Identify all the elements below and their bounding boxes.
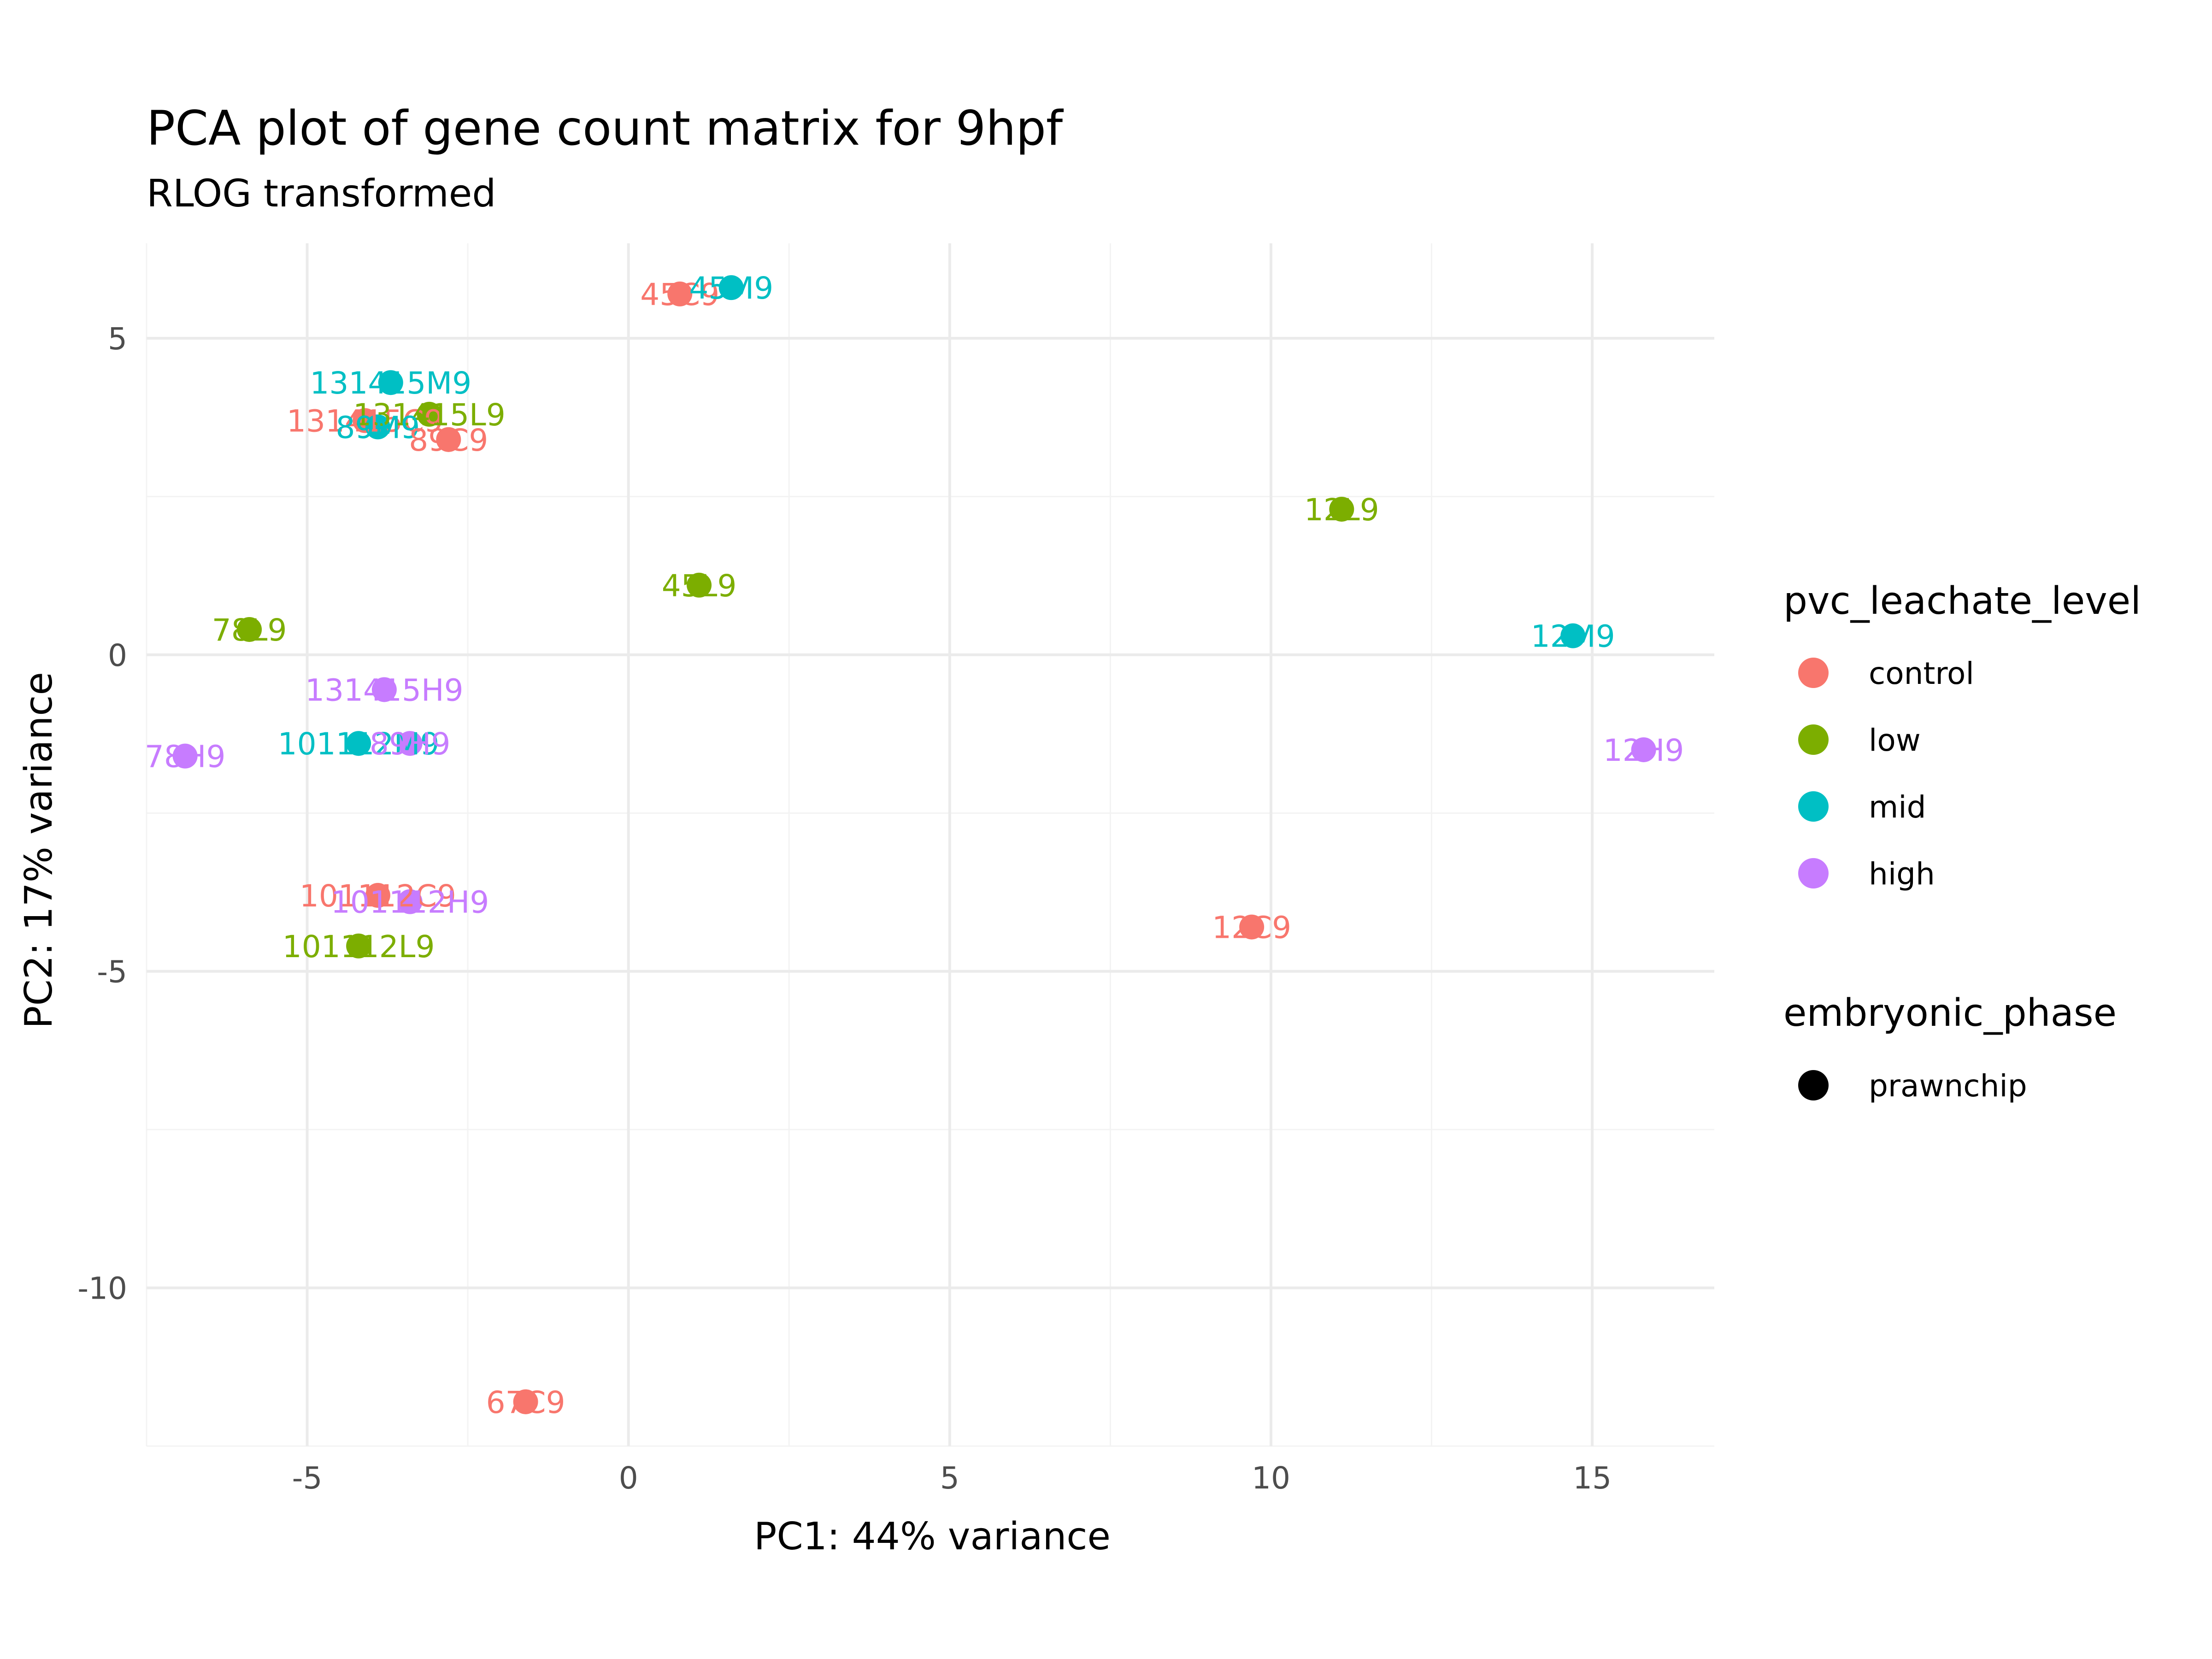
data-point-label: 101112L9: [282, 929, 435, 965]
y-tick-label: 0: [108, 638, 127, 673]
data-point-label: 45L9: [662, 568, 737, 604]
data-point: [513, 1389, 538, 1414]
data-point-label: 89C9: [409, 423, 488, 458]
x-tick-label: -5: [292, 1460, 323, 1496]
legend-color-label: high: [1869, 856, 1935, 892]
data-point-label: 131415L9: [353, 397, 506, 433]
data-point: [1329, 496, 1354, 522]
data-point-label: 101112M9: [278, 726, 440, 762]
data-points: [172, 275, 1656, 1414]
legend-color-key: [1798, 791, 1829, 822]
data-point-label: 12H9: [1603, 733, 1684, 768]
legend-color-key: [1798, 658, 1829, 688]
legend: pvc_leachate_level control low mid high emb…: [1783, 579, 2141, 1104]
legend-shape-title: embryonic_phase: [1783, 991, 2117, 1035]
y-axis-title: PC2: 17% variance: [17, 672, 61, 1029]
chart-subtitle: RLOG transformed: [147, 172, 496, 216]
data-point-label: 78H9: [145, 739, 226, 775]
data-point: [397, 889, 423, 914]
data-point: [346, 933, 371, 959]
legend-color-key: [1798, 858, 1829, 888]
data-point: [172, 743, 198, 769]
x-tick-label: 15: [1573, 1460, 1612, 1496]
legend-shape-label: prawnchip: [1869, 1068, 2027, 1104]
y-tick-label: -10: [77, 1271, 127, 1306]
y-axis-ticks: -10 -5 0 5: [77, 321, 127, 1306]
data-point-label: 12C9: [1212, 910, 1291, 946]
data-point-label: 45M9: [689, 271, 773, 306]
data-point: [346, 731, 371, 756]
x-tick-label: 10: [1252, 1460, 1290, 1496]
data-point: [436, 427, 461, 452]
data-point: [397, 731, 423, 756]
x-tick-label: 5: [940, 1460, 959, 1496]
data-point-label: 131415M9: [310, 365, 471, 401]
data-point-label: 12L9: [1304, 492, 1379, 528]
data-point: [687, 572, 712, 598]
data-point-label: 89M9: [335, 410, 420, 445]
legend-color-key: [1798, 724, 1829, 755]
x-axis-title: PC1: 44% variance: [754, 1515, 1111, 1559]
data-point: [718, 275, 744, 300]
x-axis-ticks: -5 0 5 10 15: [292, 1460, 1612, 1496]
legend-color-title: pvc_leachate_level: [1783, 579, 2141, 623]
data-point: [371, 677, 397, 702]
x-tick-label: 0: [619, 1460, 638, 1496]
legend-color-label: control: [1869, 656, 1974, 691]
data-point-label: 89H9: [370, 726, 451, 762]
legend-shape-key: [1798, 1070, 1829, 1100]
data-point: [667, 281, 693, 306]
gridlines: [146, 243, 1714, 1447]
data-point: [237, 617, 262, 642]
data-point-label: 78L9: [212, 612, 287, 648]
legend-color-label: mid: [1869, 789, 1926, 825]
data-point: [365, 882, 390, 908]
y-tick-label: -5: [97, 954, 127, 990]
data-point: [1239, 914, 1265, 940]
data-point-label: 67C9: [486, 1385, 565, 1420]
data-point-label: 101112C9: [300, 878, 456, 914]
data-point: [365, 414, 390, 440]
legend-color-entries: control low mid high: [1798, 656, 1974, 892]
data-point-label: 12M9: [1531, 619, 1615, 654]
data-point: [1631, 737, 1656, 762]
data-point: [378, 370, 403, 395]
data-point: [417, 401, 442, 427]
data-point-label: 131415C9: [287, 404, 443, 439]
legend-color-label: low: [1869, 723, 1921, 758]
y-tick-label: 5: [108, 321, 127, 357]
chart-title: PCA plot of gene count matrix for 9hpf: [147, 101, 1064, 156]
data-point-label: 45C9: [640, 277, 719, 312]
data-point-label: 131415H9: [305, 672, 464, 708]
data-point-label: 101112H9: [331, 885, 489, 920]
legend-shape-entries: prawnchip: [1798, 1068, 2027, 1104]
data-point: [1560, 623, 1586, 648]
